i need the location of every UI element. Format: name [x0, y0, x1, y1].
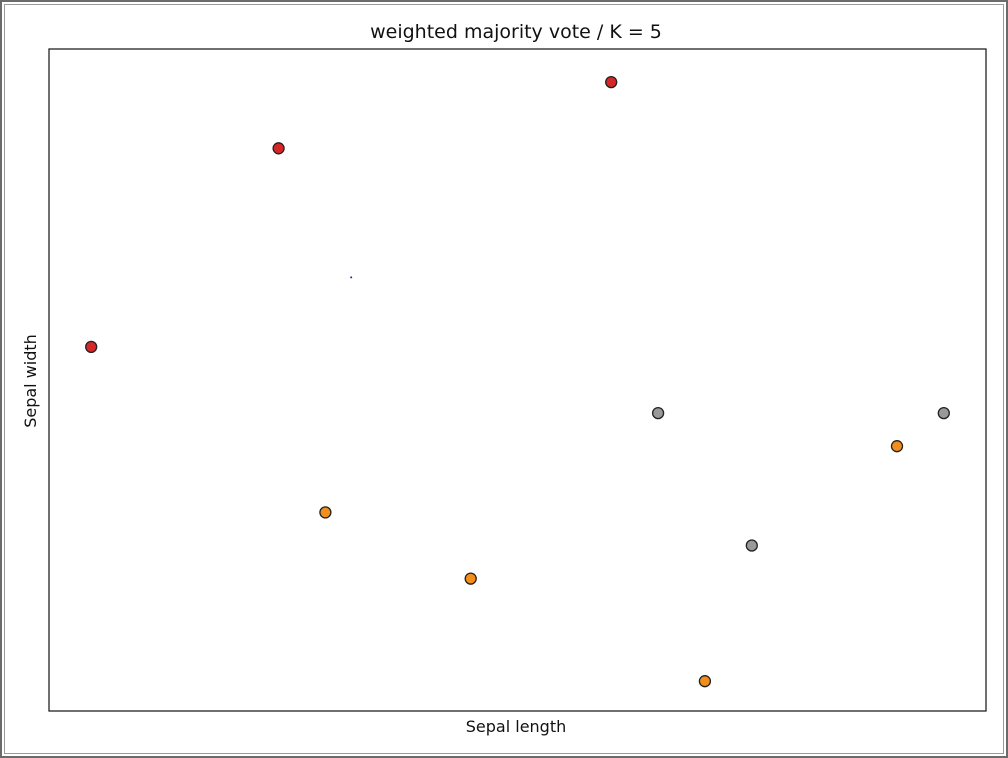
- data-point-2-2: [937, 406, 950, 420]
- figure-inner-border: [4, 4, 1004, 754]
- data-point-0-1: [272, 142, 285, 155]
- chart-title: weighted majority vote / K = 5: [370, 21, 662, 43]
- points-layer: [85, 75, 950, 688]
- y-axis-label: Sepal width: [21, 334, 40, 428]
- x-axis-label: Sepal length: [466, 717, 567, 736]
- query-point-0: [350, 276, 353, 279]
- data-point-1-0: [319, 506, 332, 519]
- data-point-1-2: [698, 675, 712, 688]
- data-point-1-1: [464, 572, 477, 585]
- data-point-0-0: [85, 340, 98, 354]
- data-point-2-1: [745, 539, 758, 552]
- data-point-2-0: [651, 406, 665, 420]
- data-point-1-3: [890, 440, 904, 453]
- data-point-0-2: [605, 75, 618, 89]
- plot-area: [48, 48, 987, 712]
